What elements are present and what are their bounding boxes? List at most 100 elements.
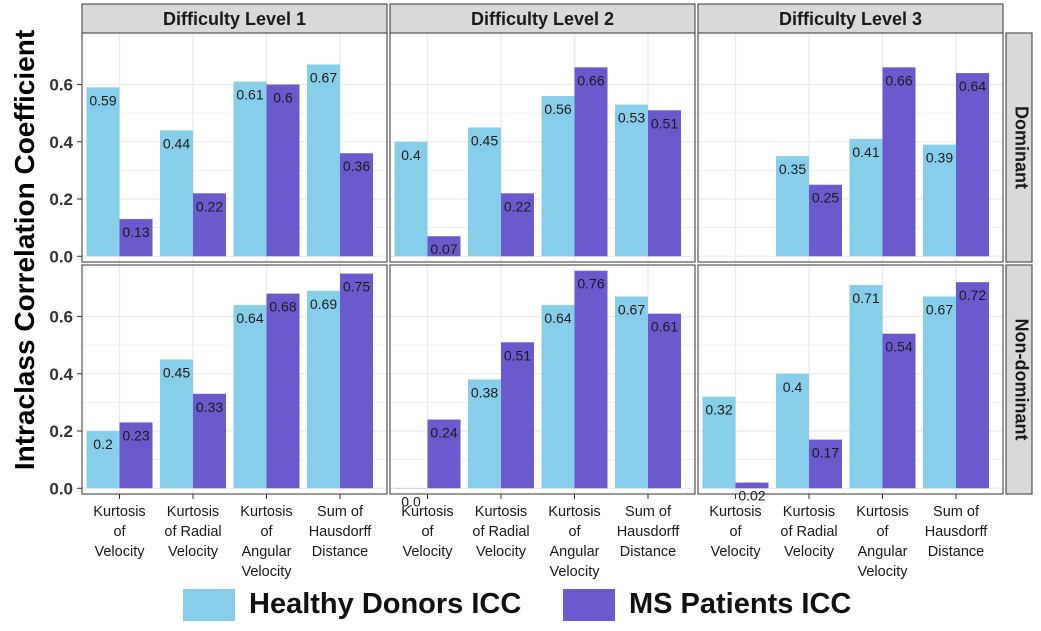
bar-ms bbox=[427, 236, 461, 257]
bar-ms bbox=[427, 419, 461, 489]
column-strip-3 bbox=[697, 3, 1004, 34]
x-tick-label: Velocity bbox=[403, 544, 454, 560]
x-tick-label: of Radial bbox=[780, 524, 837, 540]
bar-label-healthy: 0.32 bbox=[705, 402, 732, 418]
bar-label-ms: 0.23 bbox=[122, 427, 149, 443]
bar-label-ms: 0.54 bbox=[885, 339, 912, 355]
bar-label-healthy: 0.35 bbox=[779, 161, 806, 177]
x-tick-label: Distance bbox=[928, 544, 984, 560]
panel-dominant-level-3-border bbox=[697, 32, 1004, 263]
panel-non-dominant-level-2-border bbox=[389, 264, 696, 495]
bar-ms bbox=[574, 67, 608, 257]
legend-item-healthy: Healthy Donors ICC bbox=[183, 588, 521, 621]
bar-label-healthy: 0.4 bbox=[401, 147, 421, 163]
bar-label-ms: 0.33 bbox=[196, 399, 223, 415]
bar-healthy bbox=[307, 290, 340, 489]
x-tick-label: of Radial bbox=[164, 524, 221, 540]
x-tick-label: Distance bbox=[312, 544, 368, 560]
bar-ms bbox=[340, 153, 373, 257]
bar-healthy bbox=[160, 130, 193, 257]
bar-label-ms: 0.51 bbox=[651, 115, 678, 131]
bar-ms bbox=[574, 270, 608, 489]
bar-label-ms: 0.75 bbox=[343, 279, 370, 295]
bar-ms bbox=[956, 282, 989, 489]
x-tick-label: Sum of bbox=[317, 504, 364, 520]
bar-label-ms: 0.6 bbox=[273, 90, 293, 106]
x-tick-label: Kurtosis bbox=[240, 504, 292, 520]
bar-label-ms: 0.72 bbox=[959, 287, 986, 303]
x-tick-label: Velocity bbox=[784, 544, 835, 560]
legend-label-ms: MS Patients ICC bbox=[629, 588, 852, 620]
panel-non-dominant-level-1-border bbox=[81, 264, 388, 495]
panel-dominant-level-1-border bbox=[81, 32, 388, 263]
bar-ms bbox=[119, 422, 153, 489]
x-tick-label: Angular bbox=[550, 544, 600, 560]
bar-ms bbox=[501, 193, 534, 257]
x-tick-label: Kurtosis bbox=[783, 504, 835, 520]
bar-healthy bbox=[776, 373, 809, 489]
bar-label-healthy: 0.56 bbox=[544, 101, 571, 117]
y-tick-label: 0.6 bbox=[49, 76, 73, 95]
bar-label-ms: 0.02 bbox=[738, 488, 765, 504]
bar-healthy bbox=[394, 488, 428, 489]
bar-label-healthy: 0.67 bbox=[618, 301, 645, 317]
bar-healthy bbox=[849, 138, 883, 257]
bar-label-ms: 0.17 bbox=[812, 445, 839, 461]
bar-label-ms: 0.64 bbox=[959, 78, 986, 94]
bar-ms bbox=[266, 293, 300, 489]
bar-healthy bbox=[468, 379, 501, 489]
bar-label-healthy: 0.64 bbox=[544, 310, 571, 326]
x-tick-label: of bbox=[876, 524, 889, 540]
x-tick-label: Kurtosis bbox=[93, 504, 145, 520]
bar-healthy bbox=[615, 104, 648, 257]
bar-label-healthy: 0.67 bbox=[926, 301, 953, 317]
bar-healthy bbox=[615, 296, 648, 489]
legend: Healthy Donors ICC MS Patients ICC bbox=[0, 588, 1041, 628]
bar-label-ms: 0.51 bbox=[504, 347, 531, 363]
bar-label-ms: 0.61 bbox=[651, 319, 678, 335]
bar-ms bbox=[193, 193, 226, 257]
bar-label-ms: 0.36 bbox=[343, 158, 370, 174]
bar-label-healthy: 0.71 bbox=[852, 290, 879, 306]
y-tick-label: 0.4 bbox=[49, 365, 73, 384]
bar-healthy bbox=[541, 95, 575, 257]
column-strip-label-2: Difficulty Level 2 bbox=[471, 9, 614, 29]
bar-label-healthy: 0.61 bbox=[236, 87, 263, 103]
x-tick-label: Angular bbox=[242, 544, 292, 560]
x-tick-label: Hausdorff bbox=[925, 524, 989, 540]
x-tick-label: of bbox=[113, 524, 126, 540]
bar-healthy bbox=[86, 87, 120, 257]
x-tick-label: Velocity bbox=[95, 544, 146, 560]
bar-healthy bbox=[233, 81, 267, 257]
bar-ms bbox=[809, 184, 842, 257]
bar-ms bbox=[956, 73, 989, 257]
row-strip-dominant bbox=[1005, 32, 1033, 263]
y-axis-title: Intraclass Correlation Coefficient bbox=[9, 30, 40, 470]
x-tick-label: of bbox=[568, 524, 581, 540]
y-tick-label: 0.4 bbox=[49, 133, 73, 152]
bar-label-ms: 0.25 bbox=[812, 190, 839, 206]
bar-ms bbox=[266, 84, 300, 257]
bar-healthy bbox=[702, 396, 736, 489]
column-strip-label-1: Difficulty Level 1 bbox=[163, 9, 306, 29]
x-tick-label: Kurtosis bbox=[167, 504, 219, 520]
bar-healthy bbox=[849, 285, 883, 489]
panel-non-dominant-level-3-border bbox=[697, 264, 1004, 495]
bar-label-ms: 0.66 bbox=[577, 72, 604, 88]
legend-swatch-ms bbox=[563, 588, 615, 621]
bar-ms bbox=[193, 393, 226, 489]
x-tick-label: Kurtosis bbox=[401, 504, 453, 520]
x-tick-label: Sum of bbox=[625, 504, 672, 520]
bar-ms bbox=[809, 439, 842, 489]
bar-label-ms: 0.68 bbox=[269, 299, 296, 315]
bar-healthy bbox=[468, 127, 501, 257]
x-tick-label: Kurtosis bbox=[548, 504, 600, 520]
row-strip-non-dominant bbox=[1005, 264, 1033, 495]
bar-healthy bbox=[160, 359, 193, 489]
column-strip-2 bbox=[389, 3, 696, 34]
bar-label-healthy: 0.41 bbox=[852, 144, 879, 160]
x-tick-label: Hausdorff bbox=[309, 524, 373, 540]
x-tick-label: of Radial bbox=[472, 524, 529, 540]
bar-healthy bbox=[923, 296, 956, 489]
